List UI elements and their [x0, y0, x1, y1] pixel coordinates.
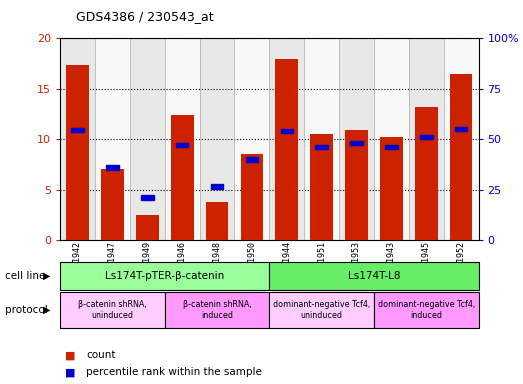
Bar [374, 38, 409, 240]
Bar [200, 38, 234, 240]
Text: ▶: ▶ [43, 271, 51, 281]
Bar [280, 129, 293, 133]
Bar [374, 292, 479, 328]
Bar [66, 65, 89, 240]
Bar [339, 38, 374, 240]
Text: protocol: protocol [5, 305, 48, 315]
Text: count: count [86, 350, 116, 360]
Bar [310, 134, 333, 240]
Bar [350, 141, 363, 146]
Bar [269, 292, 374, 328]
Text: dominant-negative Tcf4,
uninduced: dominant-negative Tcf4, uninduced [273, 300, 370, 320]
Bar [246, 157, 258, 162]
Bar [101, 169, 124, 240]
Bar [409, 38, 444, 240]
Bar [315, 145, 328, 149]
Text: Ls174T-pTER-β-catenin: Ls174T-pTER-β-catenin [105, 271, 224, 281]
Bar [136, 215, 158, 240]
Bar [415, 107, 438, 240]
Bar [95, 38, 130, 240]
Text: ■: ■ [65, 350, 76, 360]
Bar [420, 135, 433, 139]
Bar [165, 38, 200, 240]
Bar [234, 38, 269, 240]
Bar [385, 145, 397, 149]
Text: dominant-negative Tcf4,
induced: dominant-negative Tcf4, induced [378, 300, 475, 320]
Bar [380, 137, 403, 240]
Text: Ls174T-L8: Ls174T-L8 [348, 271, 400, 281]
Bar [304, 38, 339, 240]
Bar [241, 154, 263, 240]
Text: percentile rank within the sample: percentile rank within the sample [86, 367, 262, 377]
Bar [345, 130, 368, 240]
Bar [444, 38, 479, 240]
Text: β-catenin shRNA,
induced: β-catenin shRNA, induced [183, 300, 252, 320]
Bar [206, 202, 229, 240]
Text: cell line: cell line [5, 271, 46, 281]
Bar [60, 292, 165, 328]
Text: ▶: ▶ [43, 305, 51, 315]
Bar [60, 262, 269, 290]
Bar [176, 143, 188, 147]
Bar [211, 184, 223, 189]
Text: GDS4386 / 230543_at: GDS4386 / 230543_at [76, 10, 213, 23]
Bar [130, 38, 165, 240]
Text: β-catenin shRNA,
uninduced: β-catenin shRNA, uninduced [78, 300, 147, 320]
Text: ■: ■ [65, 367, 76, 377]
Bar [165, 292, 269, 328]
Bar [269, 262, 479, 290]
Bar [269, 38, 304, 240]
Bar [171, 115, 194, 240]
Bar [141, 195, 154, 200]
Bar [71, 128, 84, 132]
Bar [276, 58, 298, 240]
Bar [455, 127, 468, 131]
Bar [60, 38, 95, 240]
Bar [450, 74, 472, 240]
Bar [106, 165, 119, 170]
